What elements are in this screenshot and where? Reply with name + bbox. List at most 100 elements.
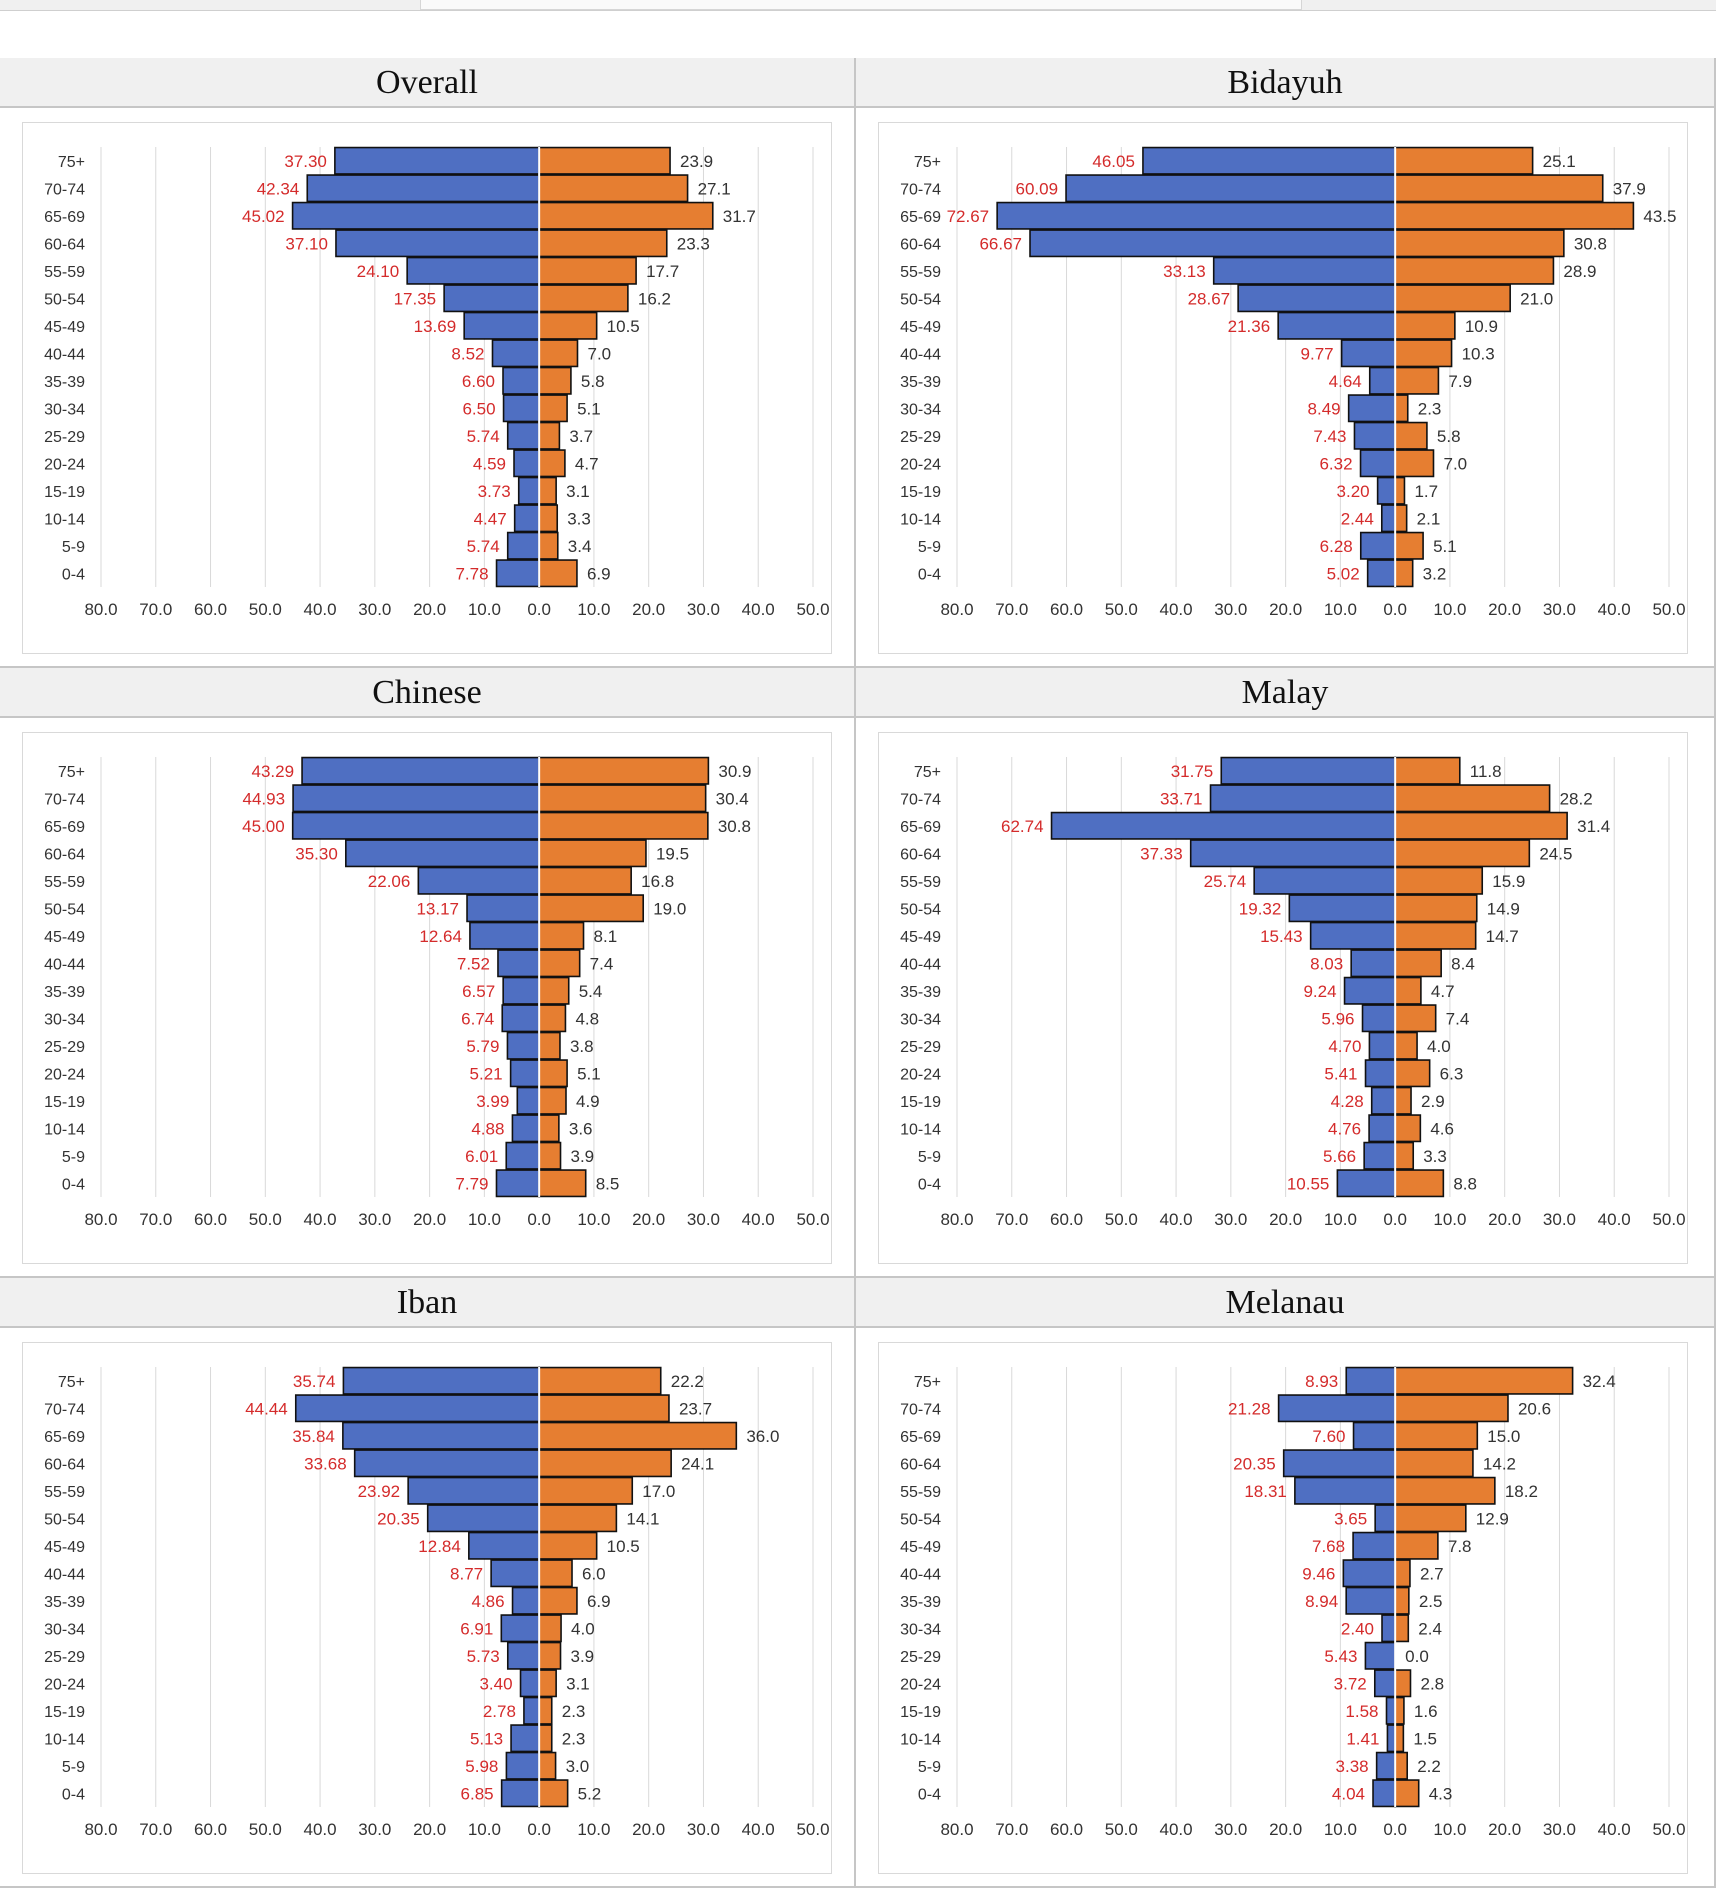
x-tick-label: 20.0 <box>1488 1820 1521 1839</box>
left-bar <box>1376 476 1396 505</box>
x-tick-label: 70.0 <box>139 1210 172 1229</box>
left-bar <box>463 311 540 340</box>
pyramid-chart-chinese: 80.0 70.0 60.0 50.0 40.0 30.0 20.0 10.0 0.0 10.0 2… <box>44 756 830 1229</box>
x-tick-label: 20.0 <box>1269 1210 1302 1229</box>
x-tick-label: 40.0 <box>304 1210 337 1229</box>
right-value-label: 2.3 <box>1418 399 1442 418</box>
right-value-label: 0.0 <box>1405 1647 1429 1666</box>
right-bar <box>1394 531 1424 560</box>
category-label: 60-64 <box>44 846 85 863</box>
x-tick-label: 30.0 <box>1214 600 1247 619</box>
left-bar <box>1364 1641 1396 1670</box>
left-bar <box>1309 921 1396 950</box>
right-bar <box>538 949 581 978</box>
right-value-label: 1.6 <box>1414 1702 1438 1721</box>
right-value-label: 3.0 <box>566 1757 590 1776</box>
right-bar <box>538 839 647 868</box>
right-bar <box>538 1059 568 1088</box>
category-label: 15-19 <box>900 1704 941 1721</box>
category-label: 45-49 <box>44 319 85 336</box>
category-label: 25-29 <box>900 1649 941 1666</box>
left-value-label: 24.10 <box>357 262 400 281</box>
category-label: 45-49 <box>44 1539 85 1556</box>
left-value-label: 12.84 <box>418 1537 461 1556</box>
right-value-label: 5.1 <box>1433 537 1457 556</box>
left-value-label: 6.57 <box>462 982 495 1001</box>
right-bar <box>1394 1614 1410 1643</box>
left-bar <box>1347 394 1396 423</box>
left-value-label: 31.75 <box>1171 762 1214 781</box>
x-tick-label: 70.0 <box>995 1210 1028 1229</box>
left-bar <box>406 256 540 285</box>
category-label: 60-64 <box>44 1456 85 1473</box>
left-bar <box>1189 839 1396 868</box>
right-bar <box>1394 476 1406 505</box>
left-bar <box>497 949 540 978</box>
x-tick-label: 10.0 <box>1324 1210 1357 1229</box>
category-label: 30-34 <box>900 1621 941 1638</box>
category-label: 30-34 <box>44 1011 85 1028</box>
left-value-label: 5.66 <box>1323 1147 1356 1166</box>
panel-title: Bidayuh <box>856 58 1714 108</box>
right-value-label: 14.7 <box>1486 927 1519 946</box>
x-tick-label: 20.0 <box>1488 1210 1521 1229</box>
left-value-label: 3.99 <box>476 1092 509 1111</box>
left-value-label: 33.68 <box>304 1454 347 1473</box>
category-label: 5-9 <box>918 1149 941 1166</box>
category-label: 45-49 <box>900 929 941 946</box>
right-value-label: 28.9 <box>1563 262 1596 281</box>
left-bar <box>292 784 540 813</box>
left-value-label: 8.52 <box>451 344 484 363</box>
category-label: 10-14 <box>900 511 941 528</box>
category-label: 50-54 <box>44 901 85 918</box>
right-bar <box>1394 339 1453 368</box>
right-value-label: 20.6 <box>1518 1399 1551 1418</box>
category-label: 70-74 <box>900 1401 941 1418</box>
right-value-label: 7.4 <box>590 954 614 973</box>
right-bar <box>1394 1004 1437 1033</box>
category-label: 5-9 <box>62 1759 85 1776</box>
right-bar <box>538 1669 557 1698</box>
x-tick-label: 30.0 <box>687 1210 720 1229</box>
right-value-label: 10.9 <box>1465 317 1498 336</box>
left-value-label: 17.35 <box>394 289 437 308</box>
right-value-label: 4.9 <box>576 1092 600 1111</box>
category-label: 65-69 <box>44 209 85 226</box>
left-bar <box>301 756 540 785</box>
right-value-label: 15.9 <box>1492 872 1525 891</box>
right-bar <box>538 559 578 588</box>
left-bar <box>517 476 540 505</box>
category-label: 25-29 <box>900 429 941 446</box>
right-value-label: 30.4 <box>716 789 749 808</box>
left-value-label: 6.32 <box>1319 454 1352 473</box>
right-value-label: 10.5 <box>607 317 640 336</box>
left-value-label: 4.70 <box>1328 1037 1361 1056</box>
right-bar <box>538 1394 670 1423</box>
left-value-label: 2.78 <box>483 1702 516 1721</box>
right-bar <box>1394 811 1568 840</box>
chart-box: 80.0 70.0 60.0 50.0 40.0 30.0 20.0 10.0 0.0 10.0 2… <box>22 732 832 1264</box>
panel-overall: Overall 80.0 70.0 60.0 50.0 40.0 30.0 20.0 10.0… <box>0 58 856 668</box>
left-value-label: 8.94 <box>1305 1592 1338 1611</box>
left-value-label: 1.41 <box>1346 1729 1379 1748</box>
right-value-label: 7.0 <box>587 344 611 363</box>
right-value-label: 4.0 <box>571 1619 595 1638</box>
left-bar <box>1370 1086 1396 1115</box>
right-bar <box>538 394 568 423</box>
category-label: 50-54 <box>900 291 941 308</box>
right-bar <box>538 1559 573 1588</box>
category-label: 75+ <box>58 154 85 171</box>
x-tick-label: 50.0 <box>1105 1210 1138 1229</box>
x-tick-label: 40.0 <box>304 600 337 619</box>
left-bar <box>506 1031 540 1060</box>
left-value-label: 4.76 <box>1328 1119 1361 1138</box>
x-tick-label: 50.0 <box>796 1210 829 1229</box>
left-value-label: 7.60 <box>1312 1427 1345 1446</box>
left-value-label: 5.21 <box>470 1064 503 1083</box>
right-bar <box>1394 1696 1405 1725</box>
x-tick-label: 0.0 <box>527 600 551 619</box>
right-value-label: 24.1 <box>681 1454 714 1473</box>
left-value-label: 5.43 <box>1324 1647 1357 1666</box>
x-tick-label: 60.0 <box>194 1820 227 1839</box>
